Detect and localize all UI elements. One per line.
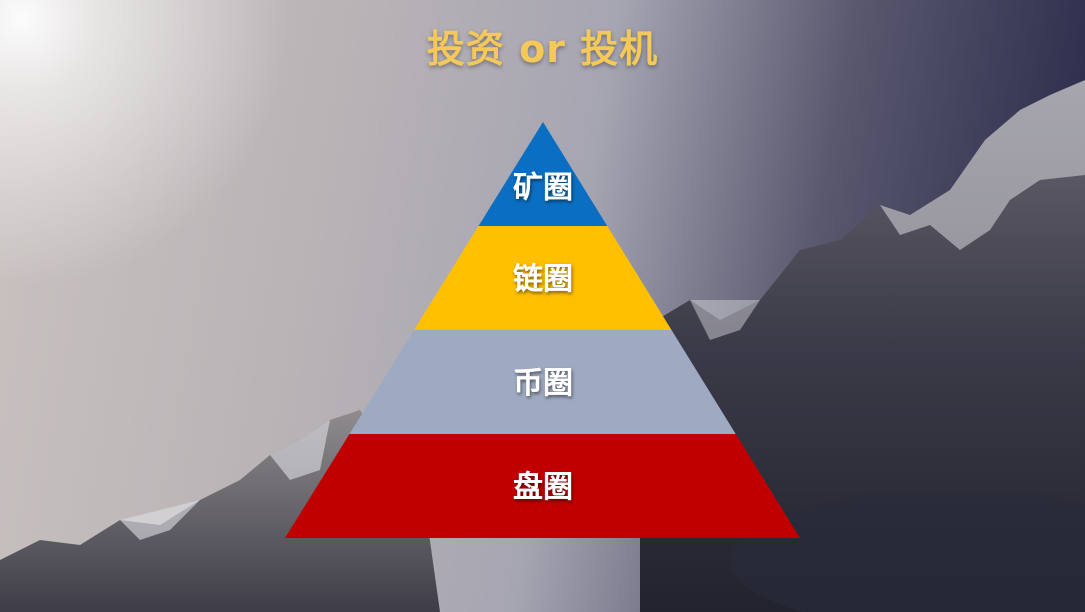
pyramid-tier-1 bbox=[478, 122, 608, 226]
pyramid-tier-label-3: 币圈 bbox=[513, 366, 573, 401]
pyramid-tier-4 bbox=[285, 434, 800, 538]
pyramid-tier-label-1: 矿圈 bbox=[513, 170, 573, 205]
pyramid-tier-3 bbox=[349, 330, 736, 434]
slide-title: 投资 or 投机 bbox=[426, 27, 659, 71]
pyramid-tier-label-2: 链圈 bbox=[513, 262, 573, 297]
pyramid-tier-2 bbox=[414, 226, 672, 330]
pyramid-tier-label-4: 盘圈 bbox=[513, 470, 573, 505]
